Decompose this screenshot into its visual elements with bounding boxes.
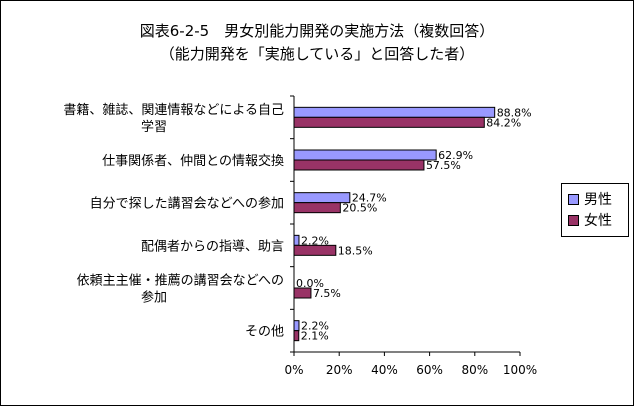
bar-male-1 <box>293 149 437 161</box>
legend-label-female: 女性 <box>584 213 612 229</box>
x-tick-label: 100% <box>503 363 537 377</box>
data-label-male-5: 2.2% <box>301 320 329 333</box>
category-label-0-1: 学習 <box>141 119 167 135</box>
x-tick-label: 60% <box>416 363 443 377</box>
category-label-4-1: 参加 <box>141 290 167 306</box>
data-label-female-4: 7.5% <box>313 287 341 300</box>
data-label-female-0: 84.2% <box>486 116 521 129</box>
category-label-2-0: 自分で探した講習会などへの参加 <box>90 196 284 212</box>
data-label-female-2: 20.5% <box>342 202 377 215</box>
bar-male-3 <box>293 234 300 246</box>
data-label-male-0: 88.8% <box>497 106 532 119</box>
category-label-4-0: 依頼主主催・推薦の講習会などへの <box>77 273 284 289</box>
x-tick-label: 20% <box>326 363 353 377</box>
data-label-male-2: 24.7% <box>352 192 387 205</box>
data-label-male-4: 0.0% <box>296 277 324 290</box>
data-label-female-5: 2.1% <box>301 330 329 343</box>
x-tick-label: 40% <box>371 363 398 377</box>
data-label-male-3: 2.2% <box>301 234 329 247</box>
bar-female-3 <box>293 244 337 256</box>
bar-female-5 <box>293 330 300 342</box>
legend-item-male: 男性 <box>568 190 612 208</box>
data-label-female-1: 57.5% <box>426 159 461 172</box>
category-label-0-0: 書籍、雑誌、関連情報などによる自己 <box>63 102 284 118</box>
category-label-5-0: その他 <box>245 325 284 340</box>
bar-female-1 <box>293 159 425 171</box>
chart-subtitle: （能力開発を「実施している」と回答した者） <box>159 45 475 63</box>
category-label-3-0: 配偶者からの指導、助言 <box>141 239 284 254</box>
bar-male-5 <box>293 320 300 332</box>
chart-title: 図表6-2-5 男女別能力開発の実施方法（複数回答） <box>139 22 495 40</box>
x-tick-label: 0% <box>284 363 303 377</box>
data-label-female-3: 18.5% <box>338 244 373 257</box>
legend-swatch-female <box>568 214 579 226</box>
x-tick-label: 80% <box>461 363 488 377</box>
category-label-1-0: 仕事関係者、仲間との情報交換 <box>102 153 284 169</box>
legend-label-male: 男性 <box>584 192 612 208</box>
bar-male-0 <box>293 106 496 118</box>
bar-female-0 <box>293 116 485 128</box>
bar-female-4 <box>293 287 312 299</box>
legend-item-female: 女性 <box>568 211 612 229</box>
legend-swatch-male <box>568 193 579 205</box>
legend: 男性 女性 <box>561 183 629 237</box>
data-label-male-1: 62.9% <box>438 149 473 162</box>
bar-female-2 <box>293 202 341 214</box>
